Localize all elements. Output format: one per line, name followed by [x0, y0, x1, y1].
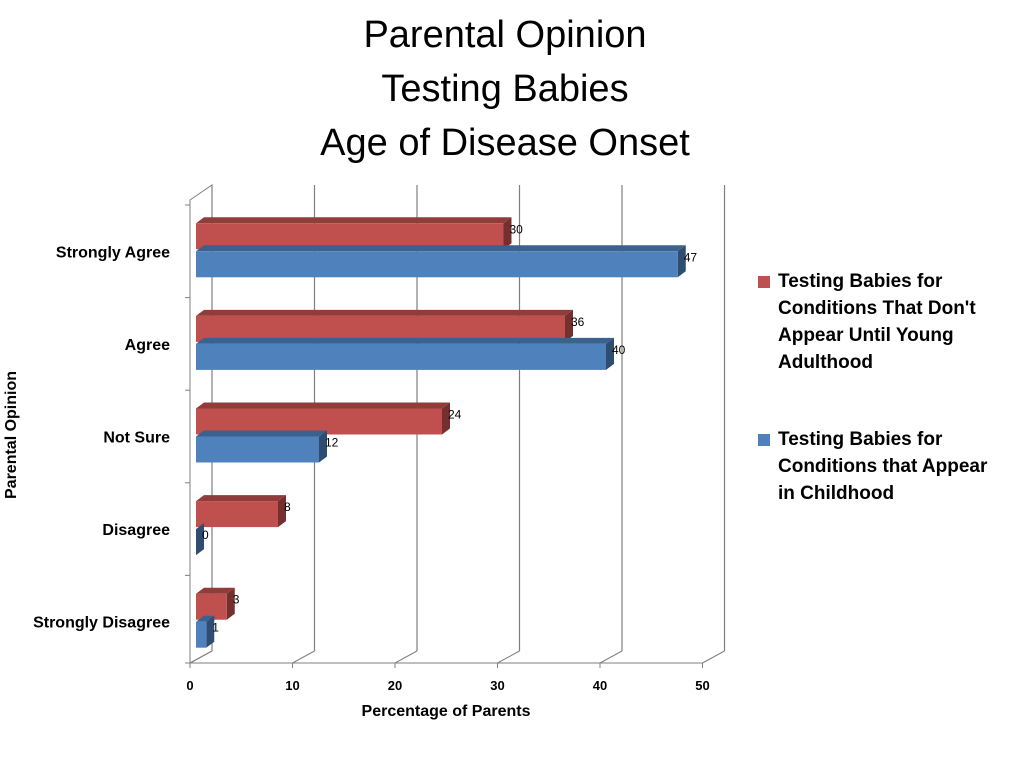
bar-side-not-sure-s2 — [319, 430, 327, 463]
data-label-strongly-disagree-s2: 1 — [212, 621, 219, 635]
bar-top-agree-s1 — [196, 309, 573, 316]
bar-strongly-agree-s1 — [196, 223, 504, 250]
bar-top-agree-s2 — [196, 337, 614, 344]
legend: Testing Babies for Conditions That Don't… — [758, 268, 1008, 507]
legend-item-young-adulthood: Testing Babies for Conditions That Don't… — [758, 268, 1008, 376]
bar-side-strongly-agree-s1 — [503, 217, 512, 250]
data-label-agree-s2: 40 — [612, 343, 626, 357]
x-axis-title: Percentage of Parents — [362, 703, 531, 720]
bar-strongly-disagree-s2 — [196, 621, 207, 648]
chart-title-line-2: Testing Babies — [381, 68, 629, 110]
floor-line-10 — [292, 650, 315, 664]
bar-disagree-s1 — [196, 501, 278, 528]
data-label-disagree-s2: 0 — [202, 528, 209, 542]
bar-side-strongly-disagree-s1 — [226, 587, 235, 620]
data-label-strongly-agree-s2: 47 — [684, 250, 698, 264]
category-label-not-sure: Not Sure — [103, 430, 170, 447]
chart-title: Parental Opinion Testing Babies Age of D… — [0, 8, 1010, 170]
floor-line-0 — [189, 650, 213, 664]
x-tick-label-30: 30 — [490, 678, 504, 693]
bar-agree-s2 — [196, 343, 606, 370]
bar-top-not-sure-s1 — [196, 402, 450, 409]
floor-line-50 — [702, 650, 725, 664]
bar-side-agree-s1 — [565, 309, 573, 342]
data-label-agree-s1: 36 — [571, 315, 585, 329]
bar-top-not-sure-s2 — [196, 430, 327, 437]
chart-title-line-3: Age of Disease Onset — [320, 122, 690, 164]
legend-item-childhood: Testing Babies for Conditions that Appea… — [758, 426, 1008, 507]
x-tick-label-40: 40 — [593, 678, 607, 693]
category-label-disagree: Disagree — [102, 522, 170, 539]
legend-swatch-red — [758, 276, 770, 288]
data-label-not-sure-s1: 24 — [448, 408, 462, 422]
bar-top-disagree-s2 — [196, 523, 205, 530]
bar-side-strongly-disagree-s2 — [206, 615, 215, 648]
bar-strongly-agree-s2 — [196, 251, 678, 278]
category-label-strongly-agree: Strongly Agree — [56, 244, 170, 261]
bar-top-strongly-agree-s2 — [196, 245, 686, 252]
data-label-strongly-agree-s1: 30 — [510, 222, 524, 236]
bar-top-strongly-disagree-s1 — [196, 587, 235, 594]
bar-agree-s1 — [196, 315, 565, 342]
bar-side-agree-s2 — [606, 337, 614, 370]
bar-not-sure-s1 — [196, 408, 442, 435]
chart-title-line-1: Parental Opinion — [363, 14, 647, 56]
bar-side-not-sure-s1 — [442, 402, 450, 435]
bar-top-strongly-agree-s1 — [196, 217, 512, 224]
bar-side-disagree-s2 — [196, 523, 205, 556]
bar-strongly-disagree-s1 — [196, 593, 227, 620]
y-axis-title: Parental Opinion — [3, 371, 20, 499]
legend-label-young-adulthood: Testing Babies for Conditions That Don't… — [778, 271, 976, 373]
x-tick-label-20: 20 — [388, 678, 402, 693]
category-label-strongly-disagree: Strongly Disagree — [33, 615, 170, 632]
bar-side-disagree-s1 — [278, 495, 286, 528]
data-label-not-sure-s2: 12 — [325, 436, 339, 450]
floor-line-40 — [599, 650, 623, 664]
x-tick-label-0: 0 — [186, 678, 193, 693]
legend-swatch-blue — [758, 434, 770, 446]
data-label-disagree-s1: 8 — [284, 500, 291, 514]
bar-top-strongly-disagree-s2 — [196, 615, 215, 622]
bar-side-strongly-agree-s2 — [677, 245, 686, 278]
category-label-agree: Agree — [125, 337, 170, 354]
x-tick-label-50: 50 — [695, 678, 709, 693]
legend-label-childhood: Testing Babies for Conditions that Appea… — [778, 429, 988, 504]
bar-not-sure-s2 — [196, 436, 319, 463]
bar-top-disagree-s1 — [196, 495, 286, 502]
floor-line-30 — [497, 650, 520, 664]
x-tick-label-10: 10 — [285, 678, 299, 693]
data-label-strongly-disagree-s1: 3 — [233, 593, 240, 607]
floor-line-20 — [394, 650, 418, 664]
